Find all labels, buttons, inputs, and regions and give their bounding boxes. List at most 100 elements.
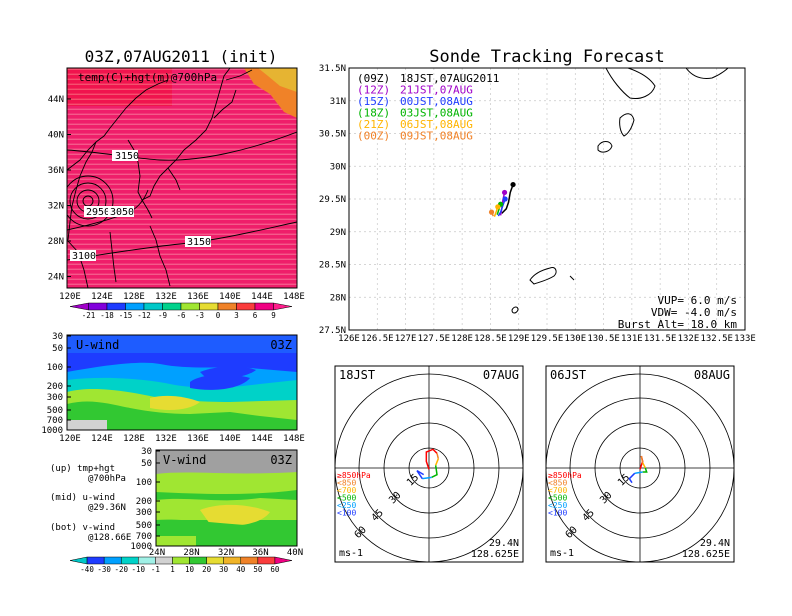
track-x-tick: 131.5E [644, 334, 677, 344]
map-lat-tick: 36N [48, 166, 64, 176]
vwind-lat-tick: 36N [252, 548, 268, 558]
map-lon-tick: 140E [219, 292, 241, 302]
hodo-date: 08AUG [694, 368, 730, 382]
hodo-level-label: <100 [337, 509, 356, 518]
track-x-tick: 131E [621, 334, 643, 344]
wind-colorbar-label: -10 [132, 565, 146, 574]
hodo-segment [634, 471, 643, 475]
uwind-lon-tick: 128E [123, 434, 145, 444]
hodo-level-label: <700 [548, 486, 567, 495]
legend-zulu: (21Z) [357, 118, 390, 131]
vwind-top [156, 450, 297, 474]
uwind-p-tick: 30 [52, 332, 63, 342]
track-y-tick: 29N [330, 228, 346, 238]
param-burst: Burst Alt= 18.0 km [618, 318, 738, 331]
track-y-tick: 29.5N [319, 195, 346, 205]
track-x-tick: 127.5E [418, 334, 451, 344]
hodo-level-label: <500 [337, 494, 356, 503]
wind-colorbar-label: -1 [151, 565, 160, 574]
track-x-ticks: 126E 126.5E 127E 127.5E 128E 128.5E 129E 129.5E… [338, 334, 756, 344]
track-point [502, 196, 508, 202]
uwind-p-tick: 100 [47, 363, 63, 373]
wind-colorbar-swatch [155, 556, 173, 565]
hodo-lon: 128.625E [682, 549, 730, 560]
legend-time: 00JST,08AUG [400, 95, 473, 108]
wind-colorbar-label: -30 [97, 565, 111, 574]
map-lon-tick: 148E [283, 292, 305, 302]
hodo-level-label: <850 [548, 479, 567, 488]
wind-colorbar-label: 30 [219, 565, 229, 574]
legend-zulu: (12Z) [357, 84, 390, 97]
temp-colorbar-label: -3 [195, 311, 204, 320]
temp-colorbar-swatch [217, 302, 237, 311]
wind-colorbar-label: 40 [236, 565, 246, 574]
map-lon-tick: 128E [123, 292, 145, 302]
hodo-lon: 128.625E [471, 549, 519, 560]
vwind-time: 03Z [270, 453, 292, 467]
temp-colorbar-swatch [180, 302, 200, 311]
wind-colorbar-swatch [240, 556, 259, 565]
track-x-tick: 130.5E [587, 334, 620, 344]
legend-time: 06JST,08AUG [400, 118, 473, 131]
vwind-label: V-wind [163, 453, 206, 467]
vwind-p-tick: 700 [136, 532, 152, 542]
temp-colorbar: -21 -18 -15 -12 -9 -6 -3 0 3 6 9 [69, 302, 293, 320]
vwind-p-tick: 100 [136, 478, 152, 488]
cool-region-yellow [258, 68, 297, 92]
map-lat-tick: 40N [48, 131, 64, 141]
temp-colorbar-label: -18 [100, 311, 114, 320]
vwind-lat-tick: 24N [149, 548, 165, 558]
track-y-tick: 28N [330, 293, 346, 303]
track-point [510, 181, 516, 188]
temp-colorbar-label: 6 [253, 311, 258, 320]
map-lat-tick: 28N [48, 237, 64, 247]
uwind-lon-tick: 148E [283, 434, 305, 444]
contour-labels: 3150 2950 3050 3150 3100 [70, 150, 211, 262]
uwind-band-4 [67, 401, 297, 430]
track-line [501, 184, 514, 214]
uwind-lon-ticks: 120E 124E 128E 132E 136E 140E 144E 148E [59, 434, 305, 444]
temp-colorbar-label: -12 [137, 311, 151, 320]
wind-colorbar-label: 60 [270, 565, 280, 574]
param-key: VDW= [651, 306, 678, 319]
wind-colorbar-label: 1 [170, 565, 175, 574]
hodo-lat: 29.4N [700, 538, 730, 549]
hodo-segment [436, 453, 440, 459]
wind-colorbar-swatch [172, 556, 190, 565]
note-line: (bot) v-wind [50, 523, 115, 533]
wind-colorbar-label: -40 [80, 565, 94, 574]
temp-colorbar-label: -15 [119, 311, 133, 320]
wind-colorbar-swatch [274, 556, 293, 565]
hodo-time: 06JST [550, 368, 586, 382]
hodo-level-label: <250 [337, 501, 356, 510]
vwind-surface [156, 536, 196, 546]
track-coastline [511, 68, 729, 314]
hodo-segment [641, 462, 647, 469]
uwind-band-5 [150, 395, 200, 410]
wind-colorbar: -40 -30 -20 -10 -1 1 10 20 30 40 50 60 [69, 556, 293, 574]
param-key: Burst Alt= [618, 318, 685, 331]
panel-notes: (up) tmp+hgt @700hPa (mid) u-wind @29.36… [50, 464, 131, 543]
hodo-segment [642, 467, 648, 473]
vwind-lat-tick: 32N [218, 548, 234, 558]
map-lon-ticks: 120E 124E 128E 132E 136E 140E 144E 148E [59, 292, 305, 302]
vwind-band-1 [156, 472, 297, 494]
vwind-panel [156, 450, 297, 546]
map-lon-tick: 136E [187, 292, 209, 302]
uwind-lon-tick: 136E [187, 434, 209, 444]
uwind-surface [67, 420, 107, 430]
hodo-segment [628, 472, 636, 484]
uwind-label: U-wind [76, 338, 119, 352]
track-x-tick: 128.5E [474, 334, 507, 344]
temp-colorbar-swatch [254, 302, 274, 311]
track-y-tick: 27.5N [319, 326, 346, 336]
param-value: 18.0 km [691, 318, 738, 331]
wind-colorbar-swatch [257, 556, 276, 565]
temp-colorbar-swatch [273, 302, 293, 311]
uwind-p-tick: 300 [47, 393, 63, 403]
temp-colorbar-label: 9 [271, 311, 276, 320]
